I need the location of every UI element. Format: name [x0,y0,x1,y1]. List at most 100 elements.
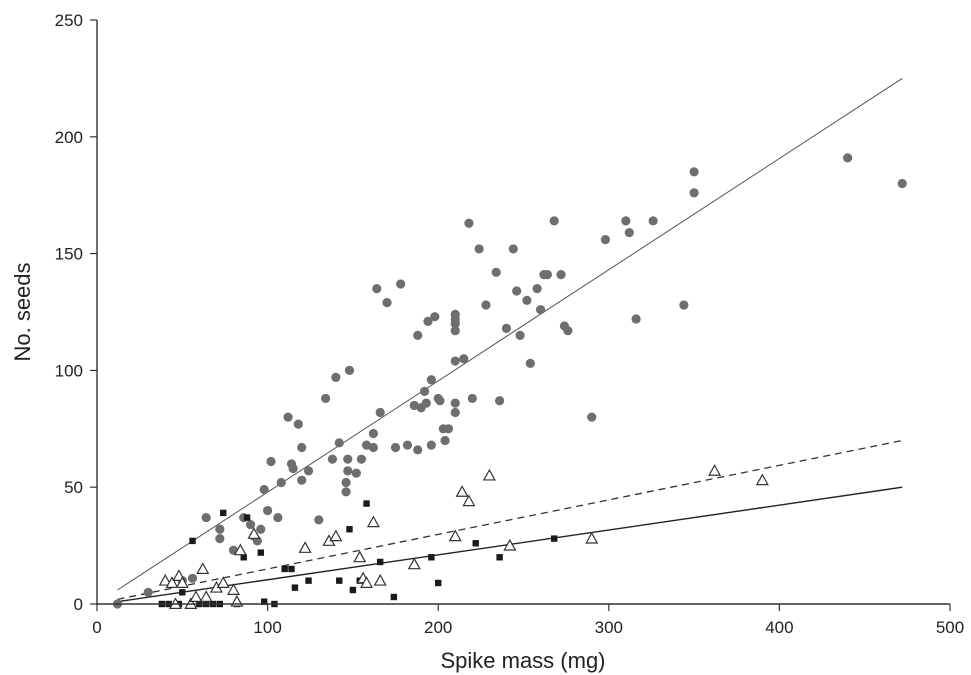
circle-point [245,519,256,530]
triangle-point [247,527,261,539]
circle-point [402,440,413,450]
circle-point [450,398,460,408]
triangle-point [482,468,496,481]
circle-point [443,424,454,434]
square-point [257,549,264,556]
triangle-point [196,562,210,574]
circle-point [587,412,597,422]
square-point [179,589,186,596]
circle-point [535,305,546,315]
square-point [189,537,196,545]
square-point [288,565,295,573]
circle-point [450,407,460,418]
square-point [260,598,268,605]
square-point [243,514,251,521]
triangle-point [233,543,247,556]
circle-point [501,323,512,333]
triangle-point [407,557,421,570]
circle-point [303,466,314,476]
circle-point [450,356,460,366]
circle-point [450,326,460,336]
circle-point [897,178,907,189]
circle-point [215,533,225,544]
circle-point [273,512,283,523]
circle-point [288,463,298,474]
ticks: 0 100 200 300 400 500 0 50 100 150 200 250 [55,11,965,637]
x-tick-label: 300 [595,618,623,637]
triangle-point [199,590,213,602]
circle-point [600,234,610,245]
circle-point [426,440,436,450]
y-tick-label: 100 [55,361,83,380]
x-tick-label: 0 [92,618,101,637]
circle-point [512,286,522,296]
square-point [472,540,479,547]
circle-point [351,468,361,478]
circle-point [382,298,392,308]
triangle-point [189,590,203,602]
circle-point [343,454,353,464]
circle-point [689,167,699,177]
circle-point [143,587,153,597]
triangle-point [175,576,189,588]
square-point [291,584,299,591]
square-point [346,526,353,533]
x-tick-label: 400 [765,618,793,637]
square-point [376,558,384,566]
triangle-point [462,494,476,507]
triangle-point [226,583,240,595]
circle-point [263,505,273,516]
circle-point [474,244,484,254]
square-point [305,577,312,584]
circle-point [297,475,307,485]
circle-point [283,412,293,422]
circle-point [259,484,269,495]
circle-point [390,442,401,453]
circle-point [648,216,658,226]
circle-point [413,330,423,340]
circle-point [344,365,355,375]
circle-point [532,284,542,294]
circle-point [421,398,431,408]
circle-point [343,466,353,476]
square-point [281,565,288,573]
y-tick-label: 200 [55,128,83,147]
x-axis-title: Spike mass (mg) [440,648,605,673]
circle-point [689,188,699,198]
circle-point [419,386,430,397]
square-point [349,586,357,594]
circle-point [435,396,445,406]
circle-point [314,515,324,525]
circle-point [201,512,211,523]
square-point [336,577,343,584]
triangle-point [448,529,462,542]
y-axis-title: No. seeds [10,262,35,361]
square-point [496,554,503,561]
circle-point [495,396,505,406]
y-tick-label: 0 [74,595,83,614]
data-points [112,153,907,610]
circle-point [256,524,266,534]
triangle-point [708,464,722,476]
circle-point [467,393,477,404]
circle-point [341,487,351,497]
circle-point [187,573,198,583]
circle-point [297,442,307,453]
circle-point [327,454,338,464]
circle-point [491,267,501,277]
triangle-point [755,473,769,486]
square-point [435,579,442,587]
circle-point [679,300,689,310]
fit-line-dashed [117,439,903,600]
circle-point [293,419,303,429]
circle-point [542,270,552,280]
circle-point [321,393,331,404]
fit-lines [117,77,903,603]
circle-point [331,372,341,383]
square-point [390,593,398,601]
circle-point [508,244,518,254]
x-tick-label: 500 [936,618,964,637]
circle-point [450,309,460,319]
circle-point [556,270,566,280]
triangle-point [360,576,374,588]
